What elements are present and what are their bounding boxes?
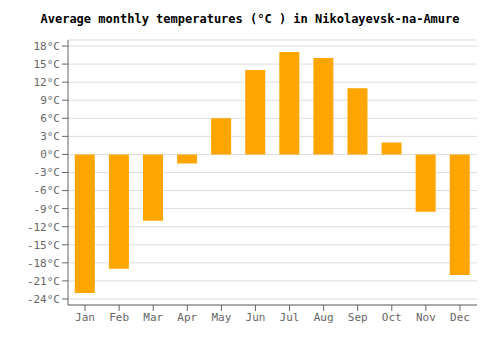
svg-text:Dec: Dec bbox=[450, 311, 470, 324]
svg-text:-12°C: -12°C bbox=[27, 221, 60, 234]
svg-text:12°C: 12°C bbox=[34, 76, 61, 89]
svg-text:Nov: Nov bbox=[416, 311, 436, 324]
svg-text:-9°C: -9°C bbox=[34, 203, 61, 216]
svg-text:18°C: 18°C bbox=[34, 40, 61, 53]
svg-text:Jan: Jan bbox=[75, 311, 95, 324]
svg-text:15°C: 15°C bbox=[34, 58, 61, 71]
html-text:Average monthly temperatures (: Average monthly temperatures (°C ) in Ni… bbox=[40, 12, 460, 26]
svg-text:-24°C: -24°C bbox=[27, 293, 60, 306]
svg-text:3°C: 3°C bbox=[40, 130, 60, 143]
svg-text:Jun: Jun bbox=[246, 311, 266, 324]
svg-text:-18°C: -18°C bbox=[27, 257, 60, 270]
svg-text:-21°C: -21°C bbox=[27, 275, 60, 288]
svg-text:0°C: 0°C bbox=[40, 148, 60, 161]
svg-text:Jul: Jul bbox=[280, 311, 300, 324]
svg-text:Aug: Aug bbox=[314, 311, 334, 324]
svg-text:Apr: Apr bbox=[177, 311, 197, 324]
svg-text:-6°C: -6°C bbox=[34, 184, 61, 197]
svg-text:9°C: 9°C bbox=[40, 94, 60, 107]
svg-text:Sep: Sep bbox=[348, 311, 368, 324]
svg-text:-15°C: -15°C bbox=[27, 239, 60, 252]
svg-text:Oct: Oct bbox=[382, 311, 402, 324]
svg-text:Mar: Mar bbox=[143, 311, 163, 324]
svg-text:6°C: 6°C bbox=[40, 112, 60, 125]
svg-text:Feb: Feb bbox=[109, 311, 129, 324]
svg-text:May: May bbox=[211, 311, 231, 324]
svg-text:-3°C: -3°C bbox=[34, 166, 61, 179]
